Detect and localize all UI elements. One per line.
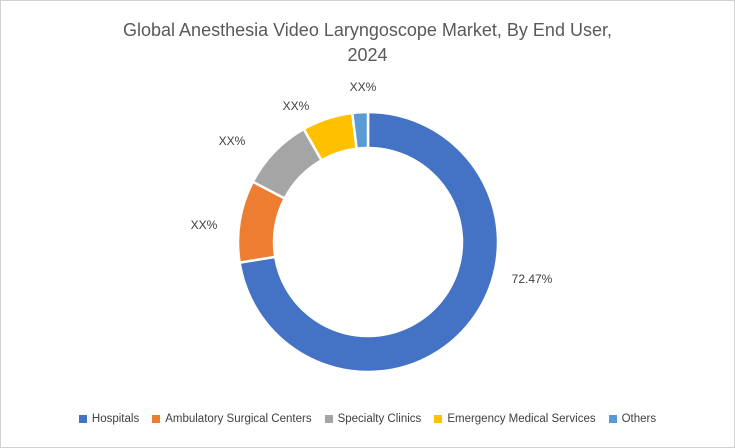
legend-label: Hospitals [91,413,140,425]
legend-swatch-ambulatory-surgical-centers-icon [152,415,161,423]
legend: Hospitals Ambulatory Surgical Centers Spec… [1,411,734,427]
legend-item-ambulatory-surgical-centers: Ambulatory Surgical Centers [152,411,312,427]
legend-swatch-hospitals-icon [78,415,87,423]
legend-item-emergency-medical-services: Emergency Medical Services [434,411,596,427]
legend-label: Ambulatory Surgical Centers [165,413,312,425]
legend-swatch-emergency-medical-services-icon [434,415,443,423]
slice-label-specialty-clinics: XX% [218,134,246,148]
legend-label: Others [621,413,657,425]
legend-item-hospitals: Hospitals [78,411,140,427]
chart-title-line-2: 2024 [347,45,388,65]
chart-title: Global Anesthesia Video Laryngoscope Mar… [1,18,734,68]
legend-item-others: Others [608,411,657,427]
donut-segment-others [350,110,370,151]
donut-segment-hospitals [238,110,500,374]
slice-label-ambulatory-surgical-centers: XX% [190,218,218,232]
legend-item-specialty-clinics: Specialty Clinics [324,411,422,427]
legend-swatch-specialty-clinics-icon [324,415,333,423]
legend-swatch-others-icon [608,415,617,423]
slice-label-others: XX% [349,80,377,94]
legend-label: Specialty Clinics [337,413,422,425]
slice-label-hospitals: 72.47% [511,272,553,286]
slice-label-emergency-medical-services: XX% [282,99,310,113]
legend-label: Emergency Medical Services [447,413,596,425]
chart-title-line-1: Global Anesthesia Video Laryngoscope Mar… [123,20,612,40]
